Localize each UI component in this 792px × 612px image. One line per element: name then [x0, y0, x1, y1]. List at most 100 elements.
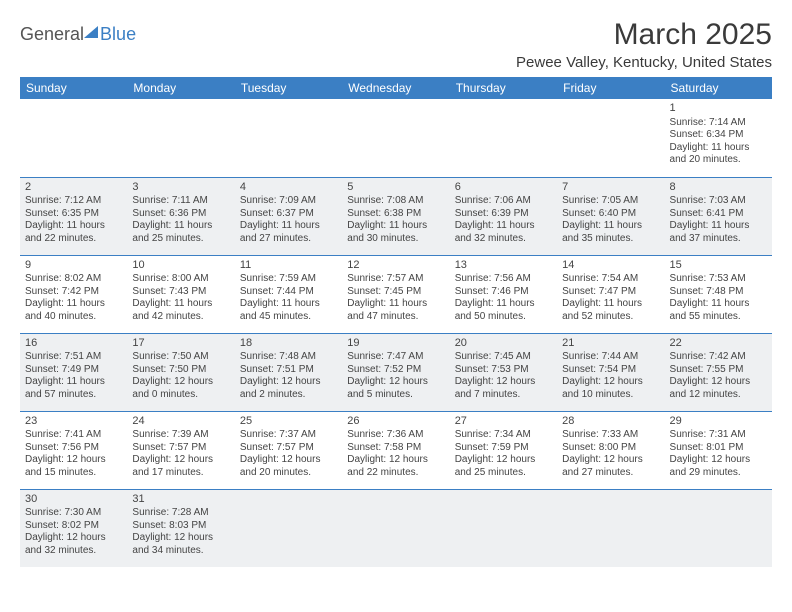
day-number: 6 [455, 181, 552, 195]
daylight-text: Daylight: 12 hours and 0 minutes. [132, 376, 229, 401]
daylight-text: Daylight: 12 hours and 27 minutes. [562, 454, 659, 479]
sunrise-text: Sunrise: 7:36 AM [347, 429, 444, 442]
daylight-text: Daylight: 11 hours and 27 minutes. [240, 220, 337, 245]
calendar-week-row: 23Sunrise: 7:41 AMSunset: 7:56 PMDayligh… [20, 411, 772, 489]
day-number: 23 [25, 415, 122, 429]
day-number: 13 [455, 259, 552, 273]
sunrise-text: Sunrise: 7:05 AM [562, 195, 659, 208]
sunset-text: Sunset: 8:03 PM [132, 520, 229, 533]
calendar-day-cell [450, 489, 557, 567]
sunset-text: Sunset: 7:47 PM [562, 286, 659, 299]
sunrise-text: Sunrise: 7:14 AM [670, 117, 767, 130]
sunset-text: Sunset: 7:50 PM [132, 364, 229, 377]
sunrise-text: Sunrise: 7:51 AM [25, 351, 122, 364]
calendar-week-row: 1Sunrise: 7:14 AMSunset: 6:34 PMDaylight… [20, 99, 772, 177]
sunrise-text: Sunrise: 7:31 AM [670, 429, 767, 442]
daylight-text: Daylight: 12 hours and 10 minutes. [562, 376, 659, 401]
daylight-text: Daylight: 11 hours and 47 minutes. [347, 298, 444, 323]
daylight-text: Daylight: 12 hours and 22 minutes. [347, 454, 444, 479]
calendar-day-cell: 18Sunrise: 7:48 AMSunset: 7:51 PMDayligh… [235, 333, 342, 411]
calendar-day-cell: 11Sunrise: 7:59 AMSunset: 7:44 PMDayligh… [235, 255, 342, 333]
calendar-day-cell: 31Sunrise: 7:28 AMSunset: 8:03 PMDayligh… [127, 489, 234, 567]
sunset-text: Sunset: 7:59 PM [455, 442, 552, 455]
sunset-text: Sunset: 6:41 PM [670, 208, 767, 221]
sunset-text: Sunset: 7:49 PM [25, 364, 122, 377]
sunrise-text: Sunrise: 7:42 AM [670, 351, 767, 364]
daylight-text: Daylight: 12 hours and 12 minutes. [670, 376, 767, 401]
day-number: 1 [670, 102, 767, 116]
calendar-day-cell [235, 99, 342, 177]
calendar-day-cell [20, 99, 127, 177]
sunset-text: Sunset: 7:57 PM [132, 442, 229, 455]
daylight-text: Daylight: 12 hours and 17 minutes. [132, 454, 229, 479]
sunrise-text: Sunrise: 7:57 AM [347, 273, 444, 286]
daylight-text: Daylight: 11 hours and 57 minutes. [25, 376, 122, 401]
sunset-text: Sunset: 8:00 PM [562, 442, 659, 455]
day-header: Thursday [450, 77, 557, 99]
day-number: 25 [240, 415, 337, 429]
daylight-text: Daylight: 11 hours and 35 minutes. [562, 220, 659, 245]
title-block: March 2025 Pewee Valley, Kentucky, Unite… [516, 18, 772, 71]
daylight-text: Daylight: 11 hours and 25 minutes. [132, 220, 229, 245]
daylight-text: Daylight: 11 hours and 52 minutes. [562, 298, 659, 323]
day-number: 24 [132, 415, 229, 429]
sunrise-text: Sunrise: 7:54 AM [562, 273, 659, 286]
page-header: General Blue March 2025 Pewee Valley, Ke… [20, 18, 772, 71]
day-number: 19 [347, 337, 444, 351]
calendar-day-cell: 6Sunrise: 7:06 AMSunset: 6:39 PMDaylight… [450, 177, 557, 255]
day-header: Tuesday [235, 77, 342, 99]
daylight-text: Daylight: 12 hours and 15 minutes. [25, 454, 122, 479]
calendar-day-cell: 28Sunrise: 7:33 AMSunset: 8:00 PMDayligh… [557, 411, 664, 489]
calendar-day-cell [342, 99, 449, 177]
calendar-day-cell: 17Sunrise: 7:50 AMSunset: 7:50 PMDayligh… [127, 333, 234, 411]
sunrise-text: Sunrise: 8:00 AM [132, 273, 229, 286]
sunrise-text: Sunrise: 7:50 AM [132, 351, 229, 364]
sunrise-text: Sunrise: 7:39 AM [132, 429, 229, 442]
sunset-text: Sunset: 6:34 PM [670, 129, 767, 142]
daylight-text: Daylight: 12 hours and 25 minutes. [455, 454, 552, 479]
sunrise-text: Sunrise: 7:06 AM [455, 195, 552, 208]
day-number: 22 [670, 337, 767, 351]
daylight-text: Daylight: 12 hours and 32 minutes. [25, 532, 122, 557]
calendar-week-row: 30Sunrise: 7:30 AMSunset: 8:02 PMDayligh… [20, 489, 772, 567]
sunrise-text: Sunrise: 7:44 AM [562, 351, 659, 364]
calendar-day-cell: 4Sunrise: 7:09 AMSunset: 6:37 PMDaylight… [235, 177, 342, 255]
calendar-day-cell [557, 99, 664, 177]
day-header: Saturday [665, 77, 772, 99]
sunset-text: Sunset: 7:45 PM [347, 286, 444, 299]
sunrise-text: Sunrise: 7:59 AM [240, 273, 337, 286]
sunrise-text: Sunrise: 7:03 AM [670, 195, 767, 208]
calendar-day-cell: 25Sunrise: 7:37 AMSunset: 7:57 PMDayligh… [235, 411, 342, 489]
sunrise-text: Sunrise: 7:48 AM [240, 351, 337, 364]
sunrise-text: Sunrise: 7:30 AM [25, 507, 122, 520]
calendar-day-cell: 23Sunrise: 7:41 AMSunset: 7:56 PMDayligh… [20, 411, 127, 489]
daylight-text: Daylight: 11 hours and 45 minutes. [240, 298, 337, 323]
sunrise-text: Sunrise: 7:47 AM [347, 351, 444, 364]
sunrise-text: Sunrise: 7:53 AM [670, 273, 767, 286]
location-text: Pewee Valley, Kentucky, United States [516, 54, 772, 71]
sunset-text: Sunset: 8:01 PM [670, 442, 767, 455]
calendar-day-cell: 13Sunrise: 7:56 AMSunset: 7:46 PMDayligh… [450, 255, 557, 333]
day-number: 5 [347, 181, 444, 195]
sunset-text: Sunset: 7:42 PM [25, 286, 122, 299]
sunset-text: Sunset: 6:39 PM [455, 208, 552, 221]
sunset-text: Sunset: 7:52 PM [347, 364, 444, 377]
day-number: 12 [347, 259, 444, 273]
sunset-text: Sunset: 8:02 PM [25, 520, 122, 533]
calendar-week-row: 9Sunrise: 8:02 AMSunset: 7:42 PMDaylight… [20, 255, 772, 333]
calendar-day-cell: 30Sunrise: 7:30 AMSunset: 8:02 PMDayligh… [20, 489, 127, 567]
logo-text-general: General [20, 24, 84, 45]
day-header: Sunday [20, 77, 127, 99]
day-header: Wednesday [342, 77, 449, 99]
logo-text-blue: Blue [100, 24, 136, 45]
calendar-day-cell: 5Sunrise: 7:08 AMSunset: 6:38 PMDaylight… [342, 177, 449, 255]
day-number: 27 [455, 415, 552, 429]
sunset-text: Sunset: 6:40 PM [562, 208, 659, 221]
day-number: 21 [562, 337, 659, 351]
calendar-week-row: 2Sunrise: 7:12 AMSunset: 6:35 PMDaylight… [20, 177, 772, 255]
sunset-text: Sunset: 6:35 PM [25, 208, 122, 221]
calendar-day-cell: 12Sunrise: 7:57 AMSunset: 7:45 PMDayligh… [342, 255, 449, 333]
day-number: 4 [240, 181, 337, 195]
day-header-row: Sunday Monday Tuesday Wednesday Thursday… [20, 77, 772, 99]
sunrise-text: Sunrise: 8:02 AM [25, 273, 122, 286]
